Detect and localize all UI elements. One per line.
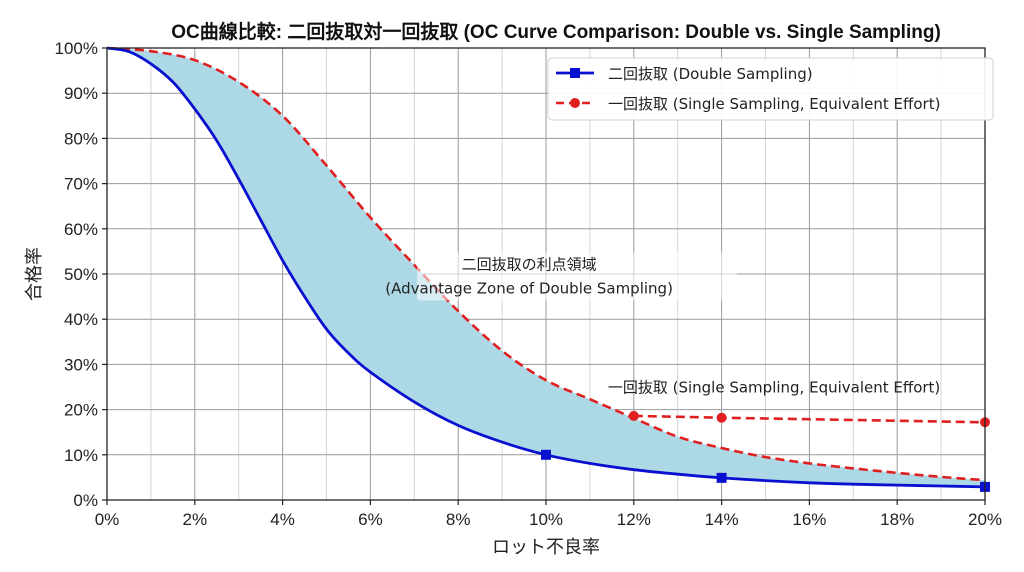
annotations: 二回抜取の利点領域 (Advantage Zone of Double Sampl… [385,252,940,397]
single-sampling-curve [106,46,986,482]
x-tick-label: 4% [270,510,295,529]
single-sampling-point [628,410,639,421]
legend: 二回抜取 (Double Sampling) 一回抜取 (Single Sampl… [547,57,994,121]
x-tick-label: 12% [617,510,651,529]
axes [102,47,986,505]
y-tick-label: 30% [64,355,98,374]
x-tick-labels: 0% 2% 4% 6% 8% 10% 12% 14% 16% 18% 20% [95,510,1002,529]
legend-single-marker [570,98,580,108]
legend-double-label: 二回抜取 (Double Sampling) [608,65,813,83]
y-tick-label: 80% [64,129,98,148]
x-tick-label: 8% [446,510,471,529]
y-tick-label: 60% [64,220,98,239]
advantage-zone-label-en: (Advantage Zone of Double Sampling) [385,279,673,297]
single-sampling-point [716,412,727,423]
x-tick-label: 10% [529,510,563,529]
x-tick-label: 2% [183,510,208,529]
y-tick-label: 100% [55,39,98,58]
series-layer [106,46,990,492]
x-tick-label: 14% [705,510,739,529]
x-tick-label: 16% [792,510,826,529]
y-tick-label: 20% [64,401,98,420]
double-sampling-point [541,449,551,460]
x-tick-label: 20% [968,510,1002,529]
x-tick-label: 6% [358,510,383,529]
legend-box [547,57,994,121]
y-tick-labels: 0% 10% 20% 30% 40% 50% 60% 70% 80% 90% 100% [55,39,98,510]
x-axis-label: ロット不良率 [492,537,600,558]
single-sampling-annotation: 一回抜取 (Single Sampling, Equivalent Effort… [608,379,940,397]
y-tick-label: 90% [64,84,98,103]
x-tick-label: 18% [880,510,914,529]
legend-single-label: 一回抜取 (Single Sampling, Equivalent Effort… [608,95,940,113]
x-tick-label: 0% [95,510,120,529]
chart-title: OC曲線比較: 二回抜取対一回抜取 (OC Curve Comparison: … [171,20,941,43]
y-tick-label: 0% [73,491,98,510]
annotation-backdrop [417,252,738,301]
advantage-zone-fill [107,48,985,487]
y-tick-label: 10% [64,446,98,465]
y-tick-label: 40% [64,310,98,329]
advantage-zone-label-jp: 二回抜取の利点領域 [462,255,597,273]
double-sampling-point [716,472,727,483]
y-axis-label: 合格率 [24,247,45,301]
y-tick-label: 70% [64,175,98,194]
y-tick-label: 50% [64,265,98,284]
double-sampling-curve [106,46,986,489]
legend-double-marker [570,68,580,78]
